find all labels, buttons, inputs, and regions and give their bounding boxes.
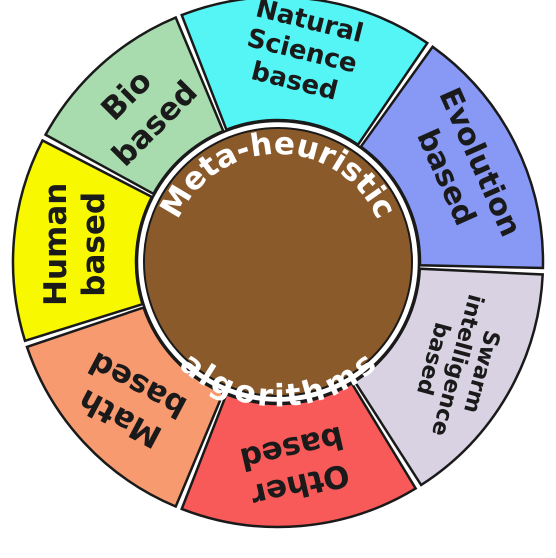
segment-natural-science: NaturalSciencebased [180, 0, 430, 147]
segment-label-human: Humanbased [37, 183, 111, 306]
segment-swarm: Swarmintelligencebased [352, 267, 545, 487]
hub-circle [143, 127, 413, 397]
segment-label-line: Human [37, 183, 73, 306]
category-segments: NaturalSciencebasedEvolutionbasedSwarmin… [11, 0, 545, 529]
segment-other: Otherbased [180, 381, 418, 529]
segment-label-line: based [75, 192, 111, 297]
segment-evolution: Evolutionbased [359, 45, 545, 270]
